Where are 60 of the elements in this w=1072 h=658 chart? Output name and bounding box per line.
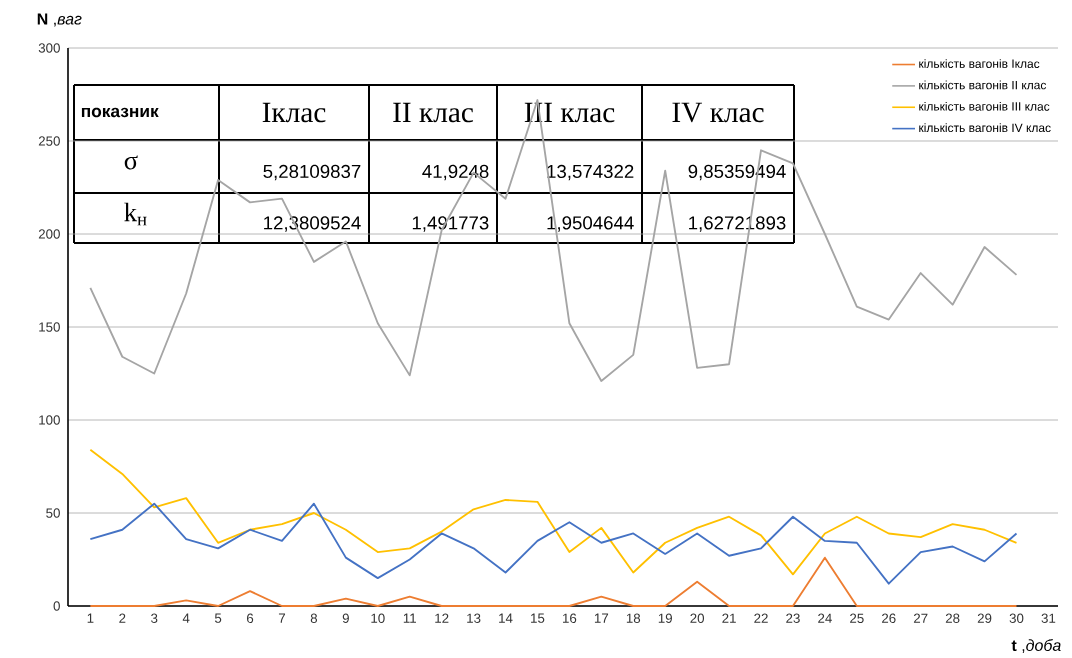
annotation: Іклас: [262, 102, 326, 123]
y-tick-label: 150: [39, 322, 60, 332]
x-tick-label: 18: [626, 613, 641, 623]
x-tick-label: 17: [594, 613, 609, 623]
x-tick-label: 28: [945, 613, 960, 623]
x-tick-label: 9: [342, 613, 349, 623]
y-tick-label: 100: [39, 415, 60, 425]
x-tick-label: 12: [435, 613, 449, 623]
x-tick-label: 26: [882, 613, 896, 623]
x-tick-label: 16: [563, 613, 577, 623]
x-axis-title: t ,доба: [1011, 639, 1061, 653]
y-tick-label: 300: [38, 43, 60, 53]
annotation: 9,85359494: [688, 164, 786, 181]
x-tick-label: 19: [658, 613, 672, 623]
annotation: 12,3809524: [264, 216, 361, 232]
x-tick-label: 21: [722, 613, 736, 623]
y-tick-label: 50: [46, 508, 60, 518]
x-tick-label: 15: [531, 613, 545, 623]
annotation: ІV клас: [672, 102, 764, 123]
x-tick-label: 23: [786, 613, 800, 623]
x-tick-label: 5: [214, 613, 222, 623]
x-tick-label: 27: [913, 613, 928, 623]
x-tick-label: 10: [371, 613, 385, 623]
legend-label: кількість вагонів ІV клас: [919, 123, 1051, 133]
annotation: σ: [124, 155, 138, 170]
legend-label: кількість вагонів Іклас: [919, 59, 1040, 68]
line-series: [89, 448, 1018, 576]
annotation: ІІ клас: [393, 102, 474, 123]
x-tick-label: 24: [818, 613, 832, 623]
x-tick-label: 25: [850, 613, 864, 623]
x-tick-label: 31: [1041, 613, 1056, 623]
x-tick-label: 1: [87, 613, 94, 623]
x-tick-label: 4: [182, 613, 190, 623]
annotation: 1,491773: [412, 216, 489, 232]
legend-label: кількість вагонів ІІ клас: [919, 80, 1047, 90]
x-tick-label: 22: [754, 613, 768, 623]
x-tick-label: 6: [247, 613, 254, 623]
x-tick-label: 3: [151, 613, 158, 623]
legend-label: кількість вагонів ІІІ клас: [919, 101, 1050, 111]
x-tick-label: 14: [499, 613, 513, 623]
x-tick-label: 30: [1009, 613, 1024, 623]
y-axis-title: N ,ваг: [37, 13, 82, 27]
x-tick-label: 13: [467, 613, 481, 623]
annotation: показник: [81, 107, 159, 118]
x-tick-label: 2: [119, 613, 126, 623]
y-tick-label: 200: [38, 229, 60, 239]
annotation: 1,62721893: [689, 216, 786, 232]
x-tick-label: 29: [977, 613, 992, 623]
annotation: 5,28109837: [263, 164, 361, 181]
x-tick-label: 8: [310, 613, 318, 623]
line-series: [89, 502, 1018, 585]
annotation: 1,9504644: [547, 216, 634, 232]
x-tick-label: 20: [690, 613, 705, 623]
annotation: 13,574322: [547, 164, 634, 181]
y-tick-label: 0: [53, 601, 60, 611]
x-tick-label: 11: [403, 613, 416, 623]
annotation: 41,9248: [422, 164, 489, 181]
annotation: k$_{н}$: [124, 202, 147, 226]
x-tick-label: 7: [278, 613, 286, 623]
y-tick-label: 250: [38, 136, 60, 146]
